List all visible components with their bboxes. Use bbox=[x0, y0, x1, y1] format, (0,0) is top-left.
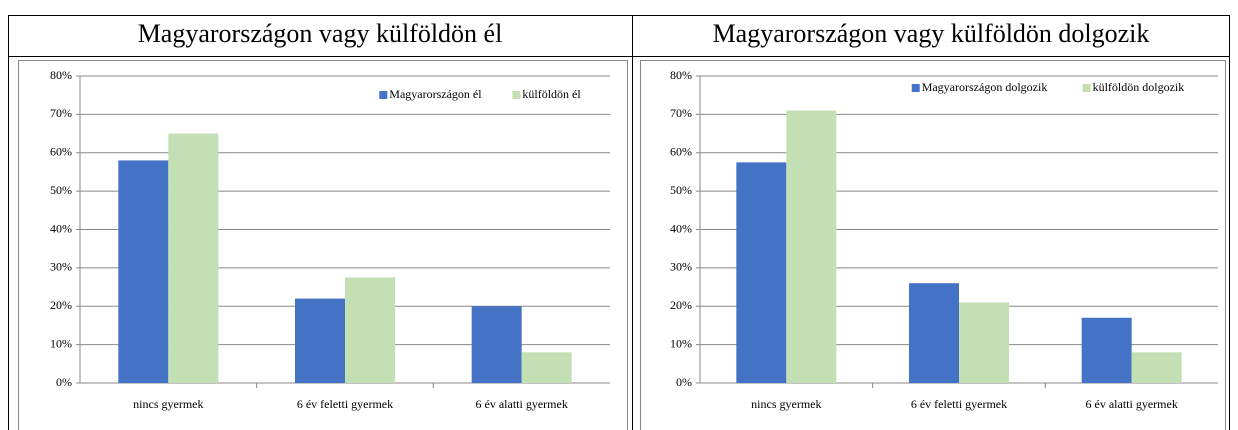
y-tick-label: 0% bbox=[56, 375, 72, 389]
legend-swatch bbox=[911, 84, 920, 92]
y-tick-label: 30% bbox=[670, 260, 692, 274]
y-tick-label: 80% bbox=[670, 68, 692, 82]
x-tick-label: 6 év feletti gyermek bbox=[297, 397, 393, 411]
y-tick-label: 50% bbox=[50, 183, 72, 197]
bar bbox=[959, 302, 1009, 383]
y-tick-label: 70% bbox=[670, 106, 692, 120]
bar bbox=[1081, 317, 1132, 383]
bar bbox=[736, 162, 787, 383]
bar bbox=[295, 298, 345, 383]
bar bbox=[345, 277, 395, 383]
y-tick-label: 60% bbox=[670, 145, 692, 159]
y-tick-label: 40% bbox=[670, 221, 692, 235]
x-tick-label: nincs gyermek bbox=[133, 397, 203, 411]
x-tick-label: 6 év alatti gyermek bbox=[476, 397, 568, 411]
x-tick-label: 6 év feletti gyermek bbox=[911, 397, 1007, 411]
y-tick-label: 10% bbox=[50, 336, 72, 350]
legend-label: Magyarországon dolgozik bbox=[922, 80, 1048, 94]
bar bbox=[168, 133, 219, 383]
chart-title: Magyarországon vagy külföldön dolgozik bbox=[713, 19, 1150, 48]
x-tick-label: 6 év alatti gyermek bbox=[1086, 397, 1178, 411]
bar bbox=[786, 110, 837, 383]
chart-frame bbox=[18, 60, 628, 430]
legend-label: külföldön él bbox=[522, 87, 581, 101]
y-tick-label: 70% bbox=[50, 106, 72, 120]
y-tick-label: 0% bbox=[676, 375, 692, 389]
y-tick-label: 10% bbox=[670, 336, 692, 350]
y-tick-label: 30% bbox=[50, 260, 72, 274]
y-tick-label: 80% bbox=[50, 68, 72, 82]
y-tick-label: 60% bbox=[50, 145, 72, 159]
legend-swatch bbox=[1082, 84, 1091, 92]
legend-label: külföldön dolgozik bbox=[1093, 80, 1185, 94]
chart-title: Magyarországon vagy külföldön él bbox=[138, 19, 503, 48]
y-tick-label: 20% bbox=[670, 298, 692, 312]
legend-swatch bbox=[379, 91, 388, 99]
bar bbox=[1131, 352, 1182, 383]
bar bbox=[471, 306, 522, 383]
x-tick-label: nincs gyermek bbox=[751, 397, 821, 411]
table-border bbox=[8, 15, 1230, 430]
y-tick-label: 20% bbox=[50, 298, 72, 312]
y-tick-label: 50% bbox=[670, 183, 692, 197]
bar bbox=[118, 160, 169, 383]
legend-label: Magyarországon él bbox=[389, 87, 482, 101]
bar bbox=[521, 352, 572, 383]
chart-frame bbox=[640, 60, 1226, 430]
bar bbox=[909, 283, 959, 383]
legend-swatch bbox=[512, 91, 521, 99]
y-tick-label: 40% bbox=[50, 221, 72, 235]
